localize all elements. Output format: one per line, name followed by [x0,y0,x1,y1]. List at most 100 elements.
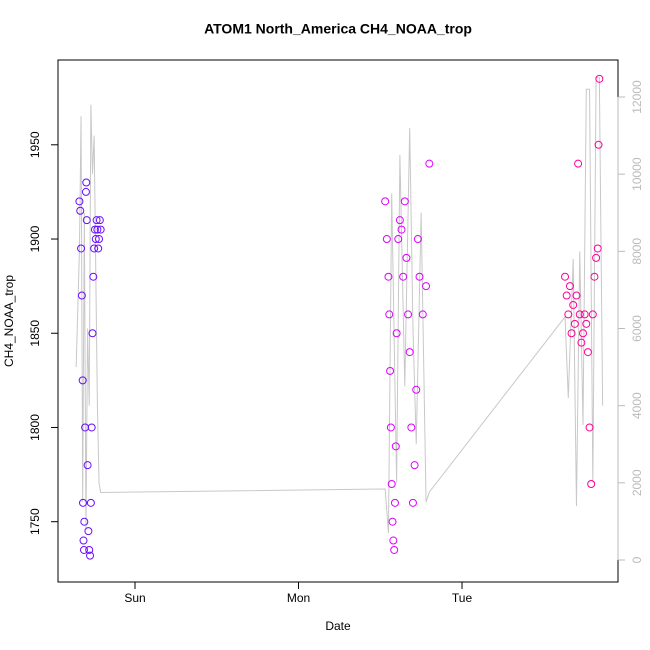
data-point [567,329,576,338]
y2-tick-label: 6000 [630,315,644,342]
y2-tick-label: 10000 [630,157,644,191]
y2-tick-label: 12000 [630,80,644,114]
data-point [410,461,419,470]
data-point [390,498,399,507]
data-point [95,216,104,225]
data-point [93,225,102,234]
data-point [570,319,579,328]
data-point [425,159,434,168]
data-point [404,310,413,319]
data-point [592,253,601,262]
y-tick-label: 1800 [28,414,42,441]
x-axis-label: Date [325,619,351,633]
data-point [389,536,398,545]
data-point [80,517,89,526]
data-point [580,310,589,319]
data-point [405,348,414,357]
data-point [392,329,401,338]
data-point [86,551,95,560]
data-point [408,498,417,507]
data-point [590,272,599,281]
x-tick-label: Mon [287,591,310,605]
data-point [79,536,88,545]
y-tick-label: 1900 [28,225,42,252]
data-point [76,206,85,215]
data-point [81,187,90,196]
data-point [415,272,424,281]
data-point [92,216,101,225]
data-point [395,216,404,225]
y2-tick-label: 4000 [630,392,644,419]
data-point [583,348,592,357]
data-point [413,235,422,244]
y-axis-label: CH4_NOAA_trop [2,275,16,367]
data-point [90,225,99,234]
data-point [575,310,584,319]
chart-title: ATOM1 North_America CH4_NOAA_trop [204,21,472,37]
data-point [95,235,104,244]
data-point [75,197,84,206]
data-point [582,319,591,328]
data-point [572,291,581,300]
data-point [77,244,86,253]
data-point [564,310,573,319]
data-point [78,376,87,385]
data-point [83,461,92,470]
data-point [593,244,602,253]
data-point [562,291,571,300]
data-point [79,545,88,554]
data-point [577,338,586,347]
data-point [86,498,95,507]
data-point [82,178,91,187]
altitude-line [75,77,604,534]
data-point [386,423,395,432]
data-point [407,423,416,432]
y2-tick-label: 0 [630,556,644,563]
data-point [79,498,88,507]
data-point [87,423,96,432]
data-point [388,517,397,526]
data-point [384,272,393,281]
data-point [82,216,91,225]
x-tick-label: Tue [452,591,473,605]
data-point [90,244,99,253]
data-point [91,235,100,244]
data-point [574,159,583,168]
data-point [595,74,604,83]
data-point [561,272,570,281]
y2-tick-label: 8000 [630,238,644,265]
data-point [402,253,411,262]
data-point [88,329,97,338]
y-tick-label: 1750 [28,508,42,535]
data-point [394,235,403,244]
data-point [588,310,597,319]
data-point [569,300,578,309]
data-point [412,385,421,394]
y-tick-label: 1850 [28,320,42,347]
data-point [89,272,98,281]
data-point [381,197,390,206]
data-point [579,329,588,338]
data-point [422,282,431,291]
data-point [96,225,105,234]
y2-tick-label: 2000 [630,469,644,496]
data-point [391,442,400,451]
data-point [85,545,94,554]
data-point [387,480,396,489]
data-point [585,423,594,432]
data-point [594,140,603,149]
data-point [587,480,596,489]
data-point [418,310,427,319]
data-point [390,545,399,554]
data-point [400,197,409,206]
data-point [94,244,103,253]
data-point [399,272,408,281]
data-point [386,366,395,375]
x-tick-label: Sun [124,591,145,605]
data-point [382,235,391,244]
data-point [565,282,574,291]
data-point [77,291,86,300]
y-tick-label: 1950 [28,131,42,158]
data-point [385,310,394,319]
